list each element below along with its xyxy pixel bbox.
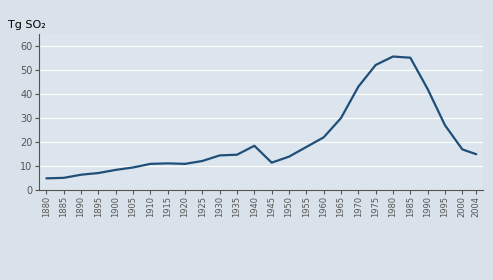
Text: Tg SO₂: Tg SO₂ — [8, 20, 46, 31]
